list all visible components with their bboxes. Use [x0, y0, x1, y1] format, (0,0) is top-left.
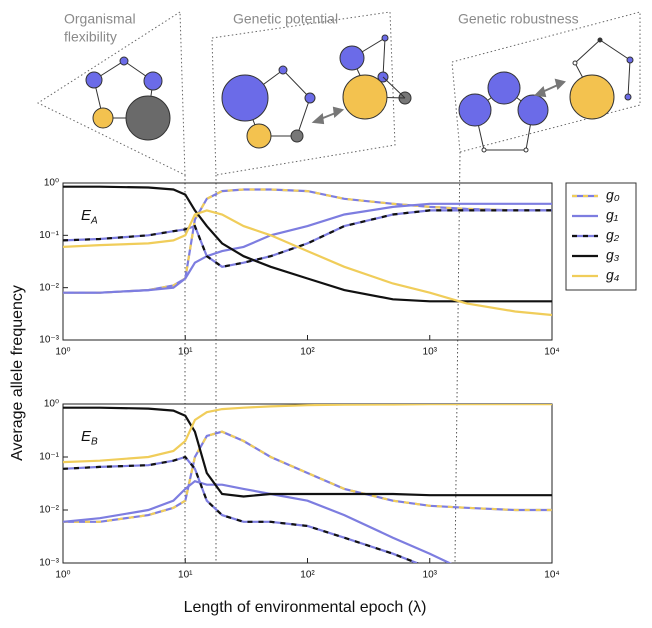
panel-frame [211, 11, 396, 176]
network [85, 56, 171, 141]
dash-overlay [63, 209, 552, 268]
y-axis-label: Average allele frequency [9, 285, 26, 461]
y-tick-label: 10⁻³ [39, 558, 59, 569]
x-tick-label: 10² [300, 570, 315, 581]
x-tick-label: 10³ [423, 570, 438, 581]
x-tick-label: 10³ [423, 347, 438, 358]
series-line [63, 455, 420, 563]
dash-overlay [63, 455, 420, 563]
legend-label: g₁ [606, 207, 619, 223]
dash-overlay [63, 430, 552, 523]
legend-label: g₄ [606, 267, 620, 283]
x-tick-label: 10⁴ [544, 347, 559, 358]
network [458, 37, 634, 153]
x-axis-label: Length of environmental epoch (λ) [184, 599, 427, 616]
y-tick-label: 10⁻² [39, 282, 59, 293]
series-line [63, 404, 552, 464]
series-line [63, 479, 452, 563]
x-tick-label: 10⁰ [55, 570, 70, 581]
legend-label: g₃ [606, 247, 620, 263]
panel-title: Organismal [64, 11, 136, 27]
x-tick-label: 10⁰ [55, 347, 70, 358]
legend-label: g₂ [606, 227, 620, 243]
series-line [63, 209, 552, 317]
plot-area [62, 403, 553, 564]
legend-label: g₀ [606, 187, 620, 203]
series-line [63, 406, 552, 498]
annotation-sub: A [90, 216, 98, 227]
series-line [63, 430, 552, 523]
x-tick-label: 10¹ [178, 570, 193, 581]
x-tick-label: 10² [300, 347, 315, 358]
lines [63, 404, 552, 563]
y-tick-label: 10⁰ [44, 399, 59, 410]
series-line [63, 185, 552, 303]
panel-title: Genetic robustness [458, 11, 579, 27]
network [221, 34, 412, 149]
x-tick-label: 10¹ [178, 347, 193, 358]
arrows [311, 78, 566, 125]
series-line [63, 188, 552, 294]
panel-title: Genetic potential [233, 11, 338, 27]
dash-overlay [63, 188, 552, 294]
lines [63, 185, 552, 317]
y-tick-label: 10⁰ [44, 178, 59, 189]
annotation: E [81, 428, 92, 445]
connectors [184, 151, 461, 564]
panel-title: flexibility [64, 29, 117, 45]
y-tick-label: 10⁻¹ [39, 452, 59, 463]
y-tick-label: 10⁻¹ [39, 230, 59, 241]
plot-area [62, 182, 553, 341]
series-line [63, 209, 552, 268]
diagrams [36, 11, 641, 176]
annotation: E [81, 207, 92, 224]
panel-frame [36, 11, 186, 176]
y-tick-label: 10⁻² [39, 505, 59, 516]
x-tick-label: 10⁴ [544, 570, 559, 581]
series-line [63, 202, 552, 294]
annotation-sub: B [91, 437, 98, 448]
y-tick-label: 10⁻³ [39, 335, 59, 346]
